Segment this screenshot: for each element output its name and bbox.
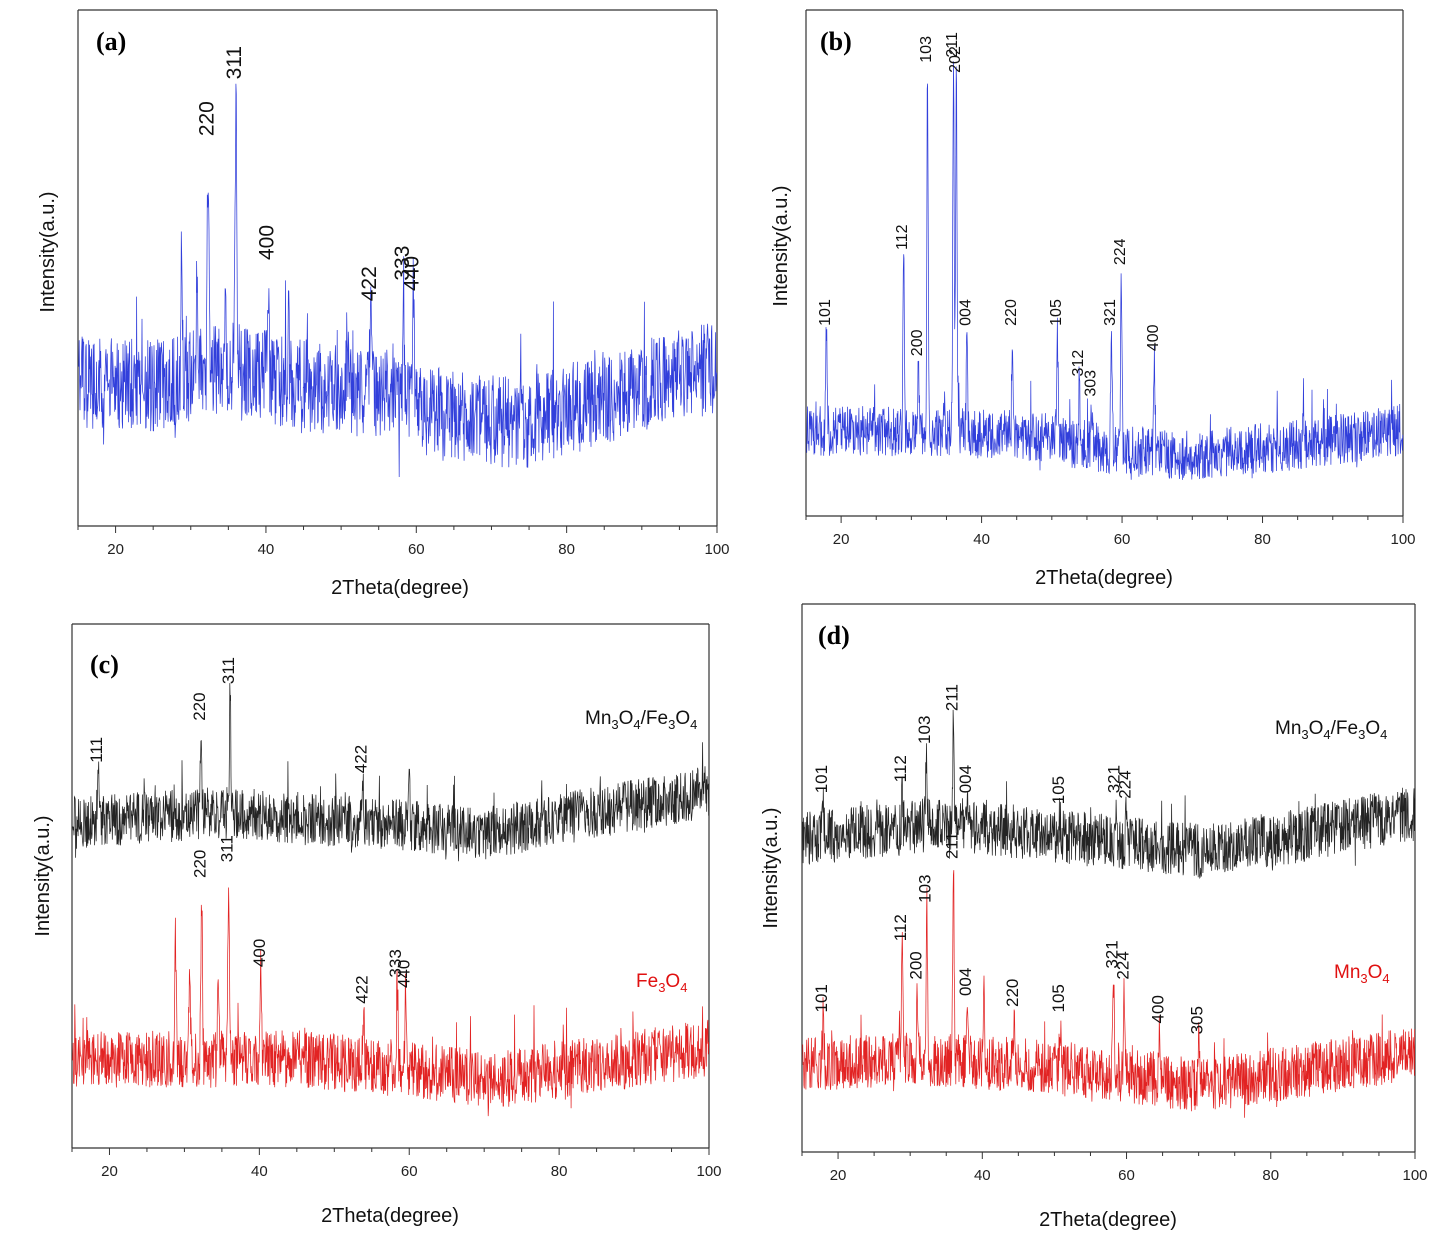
peak-label-305: 305 bbox=[1188, 1006, 1207, 1034]
peak-label-333: 333 bbox=[386, 949, 405, 977]
peak-label-105: 105 bbox=[1049, 776, 1068, 804]
peak-label-220: 220 bbox=[1003, 299, 1020, 326]
panel-c: (c) 2Theta(degree) Intensity(a.u.) Mn3O4… bbox=[32, 623, 722, 1227]
x-axis-title: 2Theta(degree) bbox=[321, 1205, 459, 1227]
x-tick-label: 20 bbox=[830, 1167, 847, 1184]
x-tick-label: 60 bbox=[401, 1163, 418, 1180]
x-tick-label: 20 bbox=[833, 531, 850, 548]
peak-label-321: 321 bbox=[1105, 765, 1124, 793]
peak-label-321: 321 bbox=[1102, 940, 1121, 968]
y-axis-title: Intensity(a.u.) bbox=[770, 185, 792, 306]
series-line bbox=[802, 870, 1416, 1118]
x-tick-label: 100 bbox=[696, 1163, 721, 1180]
series-line bbox=[806, 61, 1404, 480]
x-tick-label: 40 bbox=[258, 541, 275, 558]
peak-label-422: 422 bbox=[352, 975, 371, 1003]
peak-label-112: 112 bbox=[891, 914, 910, 941]
peak-label-303: 303 bbox=[1082, 370, 1099, 397]
peak-label-105: 105 bbox=[1048, 299, 1065, 326]
x-tick-label: 60 bbox=[408, 541, 425, 558]
panel-label: (d) bbox=[818, 621, 850, 650]
x-tick-label: 80 bbox=[551, 1163, 568, 1180]
peak-label-211: 211 bbox=[942, 684, 961, 711]
series-line bbox=[72, 683, 710, 862]
peak-label-400: 400 bbox=[1149, 995, 1168, 1023]
x-tick-label: 60 bbox=[1118, 1167, 1135, 1184]
peak-label-112: 112 bbox=[891, 755, 910, 782]
peak-label-101: 101 bbox=[812, 765, 831, 793]
legend-mn3o4-fe3o4: Mn3O4/Fe3O4 bbox=[1275, 718, 1387, 742]
peak-label-004: 004 bbox=[956, 968, 975, 996]
peak-label-220: 220 bbox=[191, 850, 210, 878]
peak-label-311: 311 bbox=[223, 46, 246, 79]
legend-mn3o4: Mn3O4 bbox=[1334, 962, 1390, 986]
x-axis-title: 2Theta(degree) bbox=[1035, 567, 1173, 589]
series-line bbox=[78, 83, 718, 478]
peak-label-103: 103 bbox=[916, 875, 935, 903]
peak-label-400: 400 bbox=[250, 939, 269, 967]
x-tick-label: 80 bbox=[1262, 1167, 1279, 1184]
panel-label: (b) bbox=[820, 27, 852, 56]
peak-label-103: 103 bbox=[918, 36, 935, 63]
y-axis-title: Intensity(a.u.) bbox=[37, 191, 59, 312]
series-line bbox=[72, 887, 710, 1117]
peak-label-422: 422 bbox=[358, 266, 381, 301]
peak-label-101: 101 bbox=[817, 299, 834, 326]
panel-label: (c) bbox=[90, 650, 119, 679]
panel-b: (b) 2Theta(degree) Intensity(a.u.) 20 40 6… bbox=[770, 9, 1416, 589]
legend-fe3o4: Fe3O4 bbox=[636, 971, 687, 995]
peak-label-400: 400 bbox=[1145, 324, 1162, 351]
peak-label-220: 220 bbox=[1003, 979, 1022, 1007]
x-tick-label: 40 bbox=[251, 1163, 268, 1180]
peak-label-105: 105 bbox=[1049, 984, 1068, 1012]
series-line bbox=[802, 709, 1416, 880]
peak-label-440: 440 bbox=[394, 960, 413, 988]
x-tick-label: 80 bbox=[1254, 531, 1271, 548]
panel-d: (d) 2Theta(degree) Intensity(a.u.) Mn3O4… bbox=[760, 603, 1428, 1231]
peak-label-220: 220 bbox=[190, 692, 209, 720]
peak-label-211: 211 bbox=[942, 832, 961, 859]
peak-label-111: 111 bbox=[87, 737, 106, 763]
y-axis-title: Intensity(a.u.) bbox=[760, 807, 782, 928]
panel-a: (a) 2Theta(degree) Intensity(a.u.) 20 40 6… bbox=[37, 9, 730, 599]
peak-label-224: 224 bbox=[1113, 951, 1132, 979]
x-axis-title: 2Theta(degree) bbox=[331, 577, 469, 599]
x-tick-label: 100 bbox=[704, 541, 729, 558]
peak-label-103: 103 bbox=[915, 716, 934, 744]
peak-label-101: 101 bbox=[812, 984, 831, 1012]
peak-label-333: 333 bbox=[391, 246, 414, 281]
peak-label-400: 400 bbox=[256, 225, 279, 260]
x-axis-title: 2Theta(degree) bbox=[1039, 1209, 1177, 1231]
peak-label-440: 440 bbox=[401, 256, 424, 291]
panel-label: (a) bbox=[96, 27, 126, 56]
peak-label-224: 224 bbox=[1112, 238, 1129, 265]
peak-label-211: 211 bbox=[944, 32, 961, 58]
peak-label-200: 200 bbox=[909, 329, 926, 356]
peak-label-321: 321 bbox=[1102, 299, 1119, 326]
peak-label-004: 004 bbox=[957, 299, 974, 326]
x-tick-label: 100 bbox=[1402, 1167, 1427, 1184]
x-tick-label: 40 bbox=[974, 1167, 991, 1184]
peak-label-224: 224 bbox=[1115, 770, 1134, 798]
x-tick-label: 60 bbox=[1114, 531, 1131, 548]
peak-label-422: 422 bbox=[352, 745, 371, 773]
peak-label-202: 202 bbox=[947, 46, 964, 73]
x-tick-label: 80 bbox=[558, 541, 575, 558]
peak-label-112: 112 bbox=[894, 224, 911, 250]
peak-label-200: 200 bbox=[906, 951, 925, 979]
x-tick-label: 20 bbox=[107, 541, 124, 558]
y-axis-title: Intensity(a.u.) bbox=[32, 815, 54, 936]
peak-label-220: 220 bbox=[195, 101, 218, 136]
peak-label-312: 312 bbox=[1070, 350, 1087, 377]
legend-mn3o4-fe3o4: Mn3O4/Fe3O4 bbox=[585, 708, 697, 732]
peak-label-311: 311 bbox=[218, 835, 237, 862]
x-tick-label: 100 bbox=[1390, 531, 1415, 548]
x-tick-label: 40 bbox=[973, 531, 990, 548]
peak-label-004: 004 bbox=[956, 765, 975, 793]
peak-label-311: 311 bbox=[219, 657, 238, 684]
x-tick-label: 20 bbox=[101, 1163, 118, 1180]
